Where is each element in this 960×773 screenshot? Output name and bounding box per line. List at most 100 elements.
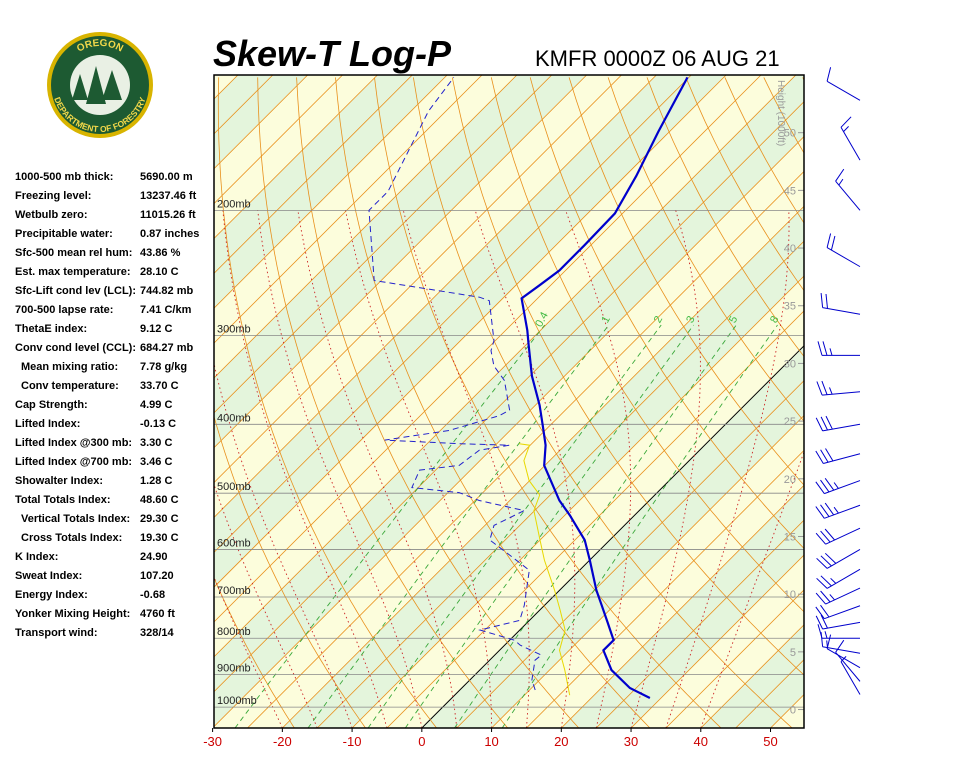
x-tick-label: 0 bbox=[418, 734, 425, 749]
wind-barb bbox=[816, 605, 860, 619]
index-value: 13237.46 ft bbox=[140, 190, 197, 202]
wind-barb bbox=[827, 635, 860, 668]
wind-barb bbox=[821, 632, 860, 653]
index-value: 0.87 inches bbox=[140, 228, 199, 240]
height-tick-label: 40 bbox=[784, 243, 796, 255]
index-value: 4.99 C bbox=[140, 399, 172, 411]
chart-subtitle: KMFR 0000Z 06 AUG 21 bbox=[535, 46, 780, 71]
index-label: Cross Totals Index: bbox=[21, 532, 122, 544]
index-value: -0.68 bbox=[140, 589, 165, 601]
index-value: 43.86 % bbox=[140, 247, 181, 259]
wind-barb bbox=[836, 169, 860, 210]
index-label: Cap Strength: bbox=[15, 399, 88, 411]
index-label: Mean mixing ratio: bbox=[21, 361, 118, 373]
wind-barb bbox=[816, 478, 860, 493]
height-tick-label: 30 bbox=[784, 358, 796, 370]
x-tick-label: 30 bbox=[624, 734, 638, 749]
height-tick-label: 0 bbox=[790, 705, 796, 717]
index-value: 744.82 mb bbox=[140, 285, 193, 297]
x-tick-label: -20 bbox=[273, 734, 292, 749]
wind-barb bbox=[816, 416, 860, 431]
index-label: Total Totals Index: bbox=[15, 494, 111, 506]
pressure-label: 800mb bbox=[217, 626, 251, 638]
index-label: 700-500 lapse rate: bbox=[15, 304, 113, 316]
index-label: Transport wind: bbox=[15, 627, 98, 639]
index-label: K Index: bbox=[15, 551, 58, 563]
index-value: 107.20 bbox=[140, 570, 174, 582]
x-tick-label: 20 bbox=[554, 734, 568, 749]
pressure-label: 400mb bbox=[217, 412, 251, 424]
x-tick-label: -30 bbox=[203, 734, 222, 749]
height-tick-label: 15 bbox=[784, 531, 796, 543]
index-label: Yonker Mixing Height: bbox=[15, 608, 130, 620]
pressure-label: 500mb bbox=[217, 481, 251, 493]
index-value: 7.78 g/kg bbox=[140, 361, 187, 373]
index-label: Sweat Index: bbox=[15, 570, 82, 582]
wind-barb bbox=[817, 569, 860, 588]
pressure-label: 300mb bbox=[217, 323, 251, 335]
height-tick-label: 20 bbox=[784, 474, 796, 486]
wind-barb bbox=[818, 341, 860, 355]
index-value: 33.70 C bbox=[140, 380, 179, 392]
index-value: 4760 ft bbox=[140, 608, 175, 620]
index-value: 5690.00 m bbox=[140, 171, 193, 183]
dry-adiabat bbox=[842, 77, 960, 728]
wind-barb bbox=[816, 528, 860, 544]
x-tick-label: 10 bbox=[484, 734, 498, 749]
height-tick-label: 25 bbox=[784, 416, 796, 428]
index-label: Precipitable water: bbox=[15, 228, 113, 240]
height-axis-label: Height (1000ft) bbox=[775, 80, 786, 146]
index-label: Sfc-500 mean rel hum: bbox=[15, 247, 132, 259]
wind-barb bbox=[821, 293, 860, 314]
index-label: ThetaE index: bbox=[15, 323, 87, 335]
index-value: 29.30 C bbox=[140, 513, 179, 525]
index-label: Conv temperature: bbox=[21, 380, 119, 392]
dry-adiabat bbox=[803, 77, 960, 728]
dry-adiabat bbox=[881, 77, 960, 728]
pressure-label: 1000mb bbox=[217, 695, 257, 707]
index-label: Vertical Totals Index: bbox=[21, 513, 130, 525]
index-label: Lifted Index: bbox=[15, 418, 80, 430]
wind-barbs bbox=[816, 67, 860, 694]
index-value: -0.13 C bbox=[140, 418, 176, 430]
x-tick-label: -10 bbox=[343, 734, 362, 749]
index-value: 48.60 C bbox=[140, 494, 179, 506]
index-label: Energy Index: bbox=[15, 589, 88, 601]
index-value: 28.10 C bbox=[140, 266, 179, 278]
index-value: 11015.26 ft bbox=[140, 209, 196, 221]
index-value: 684.27 mb bbox=[140, 342, 193, 354]
index-value: 7.41 C/km bbox=[140, 304, 192, 316]
index-value: 1.28 C bbox=[140, 475, 172, 487]
index-label: Lifted Index @700 mb: bbox=[15, 456, 132, 468]
index-label: Lifted Index @300 mb: bbox=[15, 437, 132, 449]
index-label: Sfc-Lift cond lev (LCL): bbox=[15, 285, 136, 297]
chart-title: Skew-T Log-P bbox=[213, 33, 452, 74]
wind-barb bbox=[827, 67, 860, 100]
index-label: Conv cond level (CCL): bbox=[15, 342, 136, 354]
index-label: Wetbulb zero: bbox=[15, 209, 88, 221]
height-tick-label: 5 bbox=[790, 647, 796, 659]
index-value: 19.30 C bbox=[140, 532, 179, 544]
wind-barb bbox=[817, 381, 860, 395]
index-label: 1000-500 mb thick: bbox=[15, 171, 113, 183]
index-value: 328/14 bbox=[140, 627, 175, 639]
index-value: 24.90 bbox=[140, 551, 168, 563]
logo: OREGON DEPARTMENT OF FORESTRY bbox=[47, 32, 153, 138]
wind-barb bbox=[816, 503, 860, 518]
index-value: 3.46 C bbox=[140, 456, 172, 468]
pressure-label: 200mb bbox=[217, 198, 251, 210]
index-label: Freezing level: bbox=[15, 190, 91, 202]
x-tick-label: 50 bbox=[763, 734, 777, 749]
height-tick-label: 10 bbox=[784, 589, 796, 601]
wind-barb bbox=[827, 234, 860, 267]
indices-table: 1000-500 mb thick: 5690.00 m Freezing leve… bbox=[15, 171, 199, 639]
wind-barb bbox=[816, 588, 860, 604]
x-tick-label: 40 bbox=[694, 734, 708, 749]
height-tick-label: 35 bbox=[784, 301, 796, 313]
dry-adiabat bbox=[920, 77, 960, 728]
pressure-label: 600mb bbox=[217, 537, 251, 549]
index-label: Est. max temperature: bbox=[15, 266, 131, 278]
wind-barb bbox=[817, 549, 860, 568]
